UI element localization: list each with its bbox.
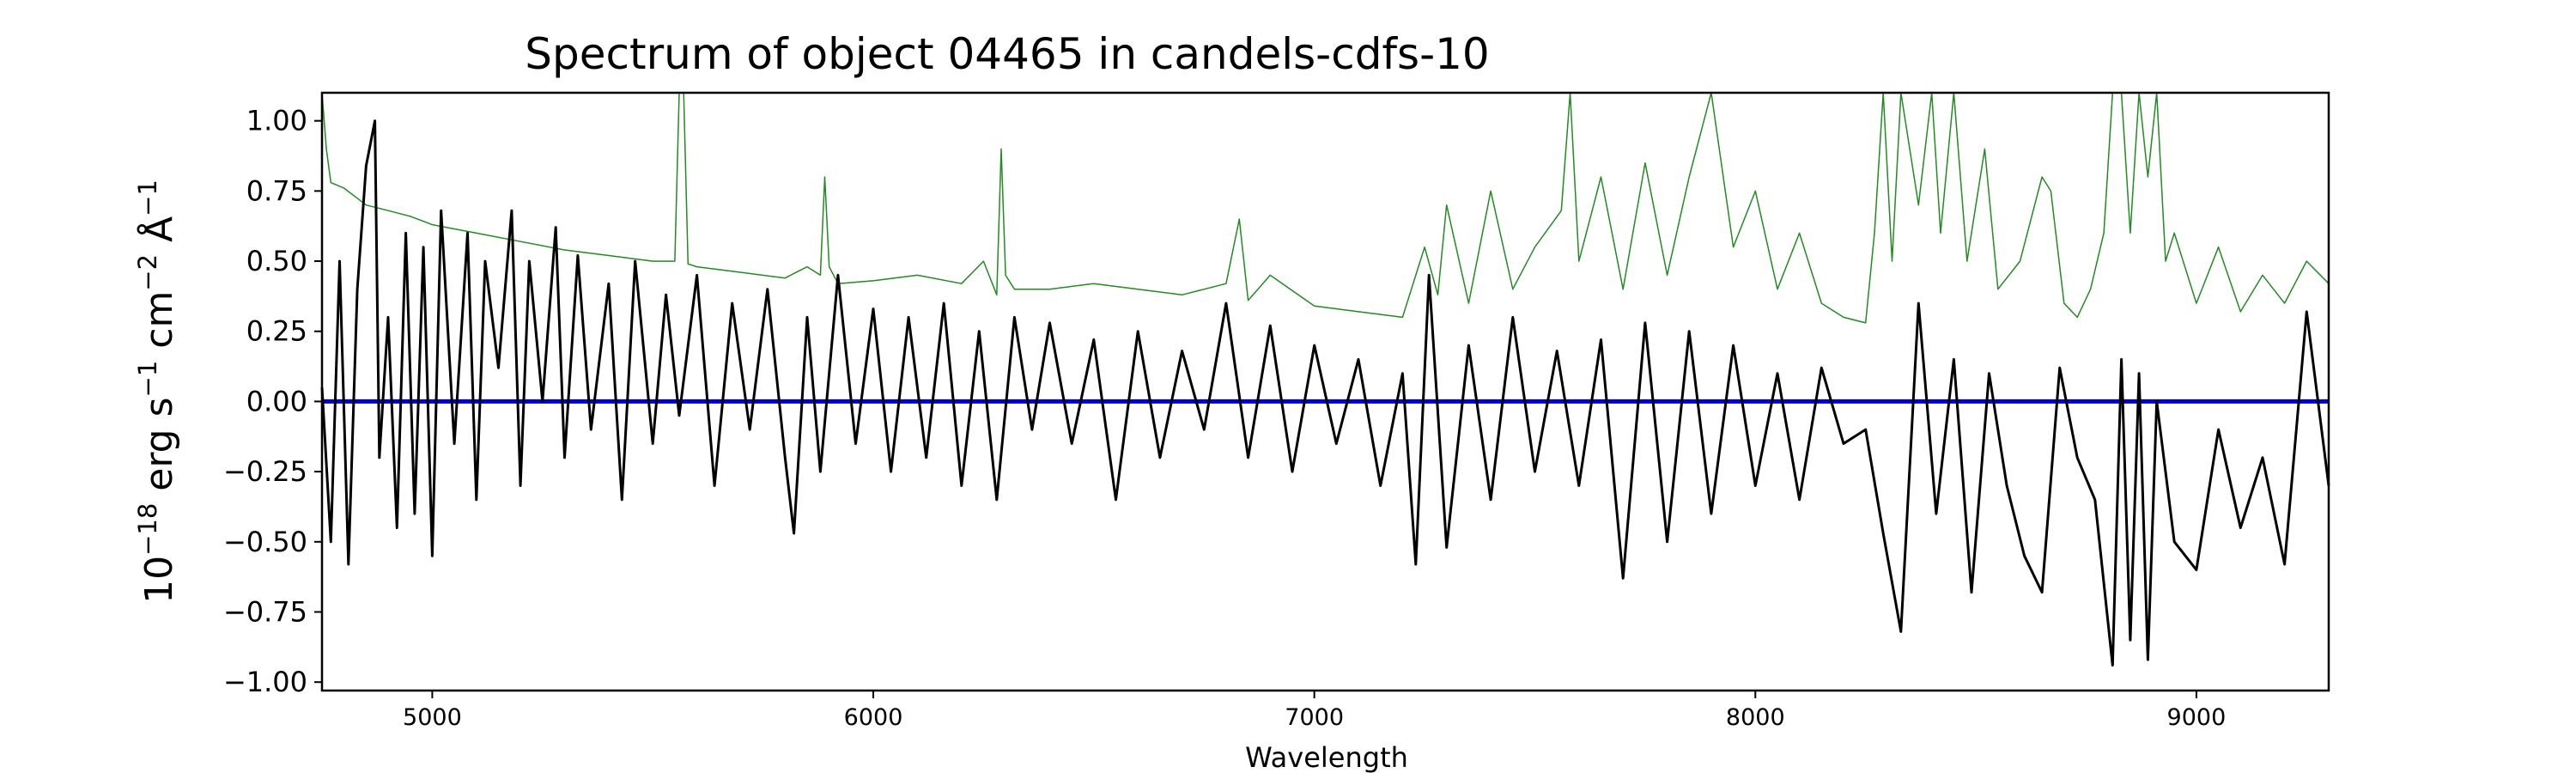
y-axis-ticks: −1.00 −0.75 −0.50 −0.25 0.00 0.25 0.50 0.75 1.00 bbox=[223, 105, 322, 698]
series-layer bbox=[320, 92, 2330, 667]
y-tick-label: −0.75 bbox=[223, 596, 307, 629]
x-tick-label: 9000 bbox=[2167, 704, 2227, 731]
plot-frame bbox=[320, 91, 2330, 692]
x-tick-label: 6000 bbox=[844, 704, 903, 731]
x-axis-ticks: 5000 6000 7000 8000 9000 bbox=[403, 691, 2226, 731]
y-tick-label: −0.50 bbox=[223, 526, 307, 558]
y-tick-label: −1.00 bbox=[223, 666, 307, 698]
y-axis-label: 10−18 erg s−1 cm−2 Å−1 bbox=[133, 180, 181, 604]
flux-series-line bbox=[320, 119, 2330, 667]
x-tick-label: 8000 bbox=[1726, 704, 1785, 731]
y-tick-label: 0.00 bbox=[246, 385, 307, 417]
chart-title: Spectrum of object 04465 in candels-cdfs… bbox=[525, 29, 1490, 79]
y-tick-label: 0.50 bbox=[246, 245, 307, 277]
y-tick-label: 0.25 bbox=[246, 315, 307, 348]
error-series-line bbox=[321, 92, 2330, 324]
y-tick-label: 0.75 bbox=[246, 174, 307, 207]
x-tick-label: 5000 bbox=[403, 704, 462, 731]
y-tick-label: 1.00 bbox=[246, 105, 307, 137]
x-tick-label: 7000 bbox=[1285, 704, 1344, 731]
x-axis-label: Wavelength bbox=[1245, 741, 1408, 773]
y-tick-label: −0.25 bbox=[223, 455, 307, 488]
